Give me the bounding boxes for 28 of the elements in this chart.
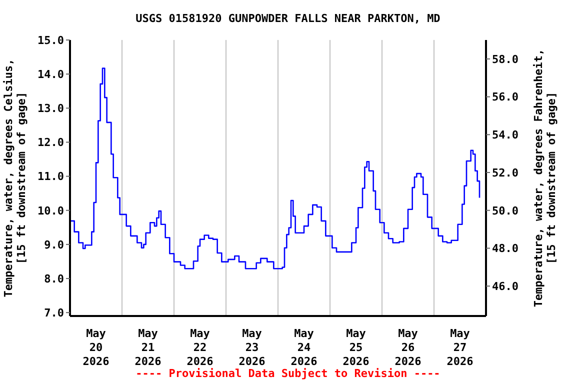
y2-tick-label: 46.0	[492, 280, 518, 293]
y-tick-label: 15.0	[38, 34, 64, 47]
x-tick-label: May 26 2026	[394, 327, 422, 368]
x-tick-label: May 27 2026	[446, 327, 474, 368]
y-tick-label: 7.0	[44, 306, 64, 320]
y-tick-label: 14.0	[38, 68, 64, 81]
y2-tick-label: 50.0	[492, 204, 518, 218]
text: ---- Provisional Data Subject to Revision ----	[134, 367, 442, 380]
y2-tick-label: 56.0	[492, 90, 518, 104]
x-tick-label: May 21 2026	[134, 327, 162, 368]
x-tick-label: May 24 2026	[290, 327, 318, 368]
x-tick-label: May 25 2026	[342, 327, 370, 368]
y-axis-title: Temperature, water, degrees Celsius, [15 ft downstream of gage]	[2, 58, 28, 298]
y2-tick-label: 54.0	[492, 128, 518, 142]
y-tick-label: 12.0	[38, 136, 64, 150]
y2-tick-label: 58.0	[492, 52, 518, 66]
y-tick-label: 10.0	[38, 204, 64, 218]
x-tick-label: May 23 2026	[238, 327, 266, 368]
y-tick-label: 13.0	[38, 102, 64, 116]
x-tick-label: May 20 2026	[82, 327, 110, 368]
chart-title: USGS 01581920 GUNPOWDER FALLS NEAR PARKTON, MD	[134, 12, 442, 25]
y-tick-label: 8.0	[44, 272, 64, 286]
y2-axis-title: Temperature, water, degrees Fahrenheit, [15 ft downstream of gage]	[532, 48, 558, 308]
y2-tick-label: 48.0	[492, 242, 518, 256]
x-tick-label: May 22 2026	[186, 327, 214, 368]
y-tick-label: 9.0	[44, 238, 64, 252]
y-tick-label: 11.0	[38, 170, 64, 184]
y2-tick-label: 52.0	[492, 166, 518, 180]
